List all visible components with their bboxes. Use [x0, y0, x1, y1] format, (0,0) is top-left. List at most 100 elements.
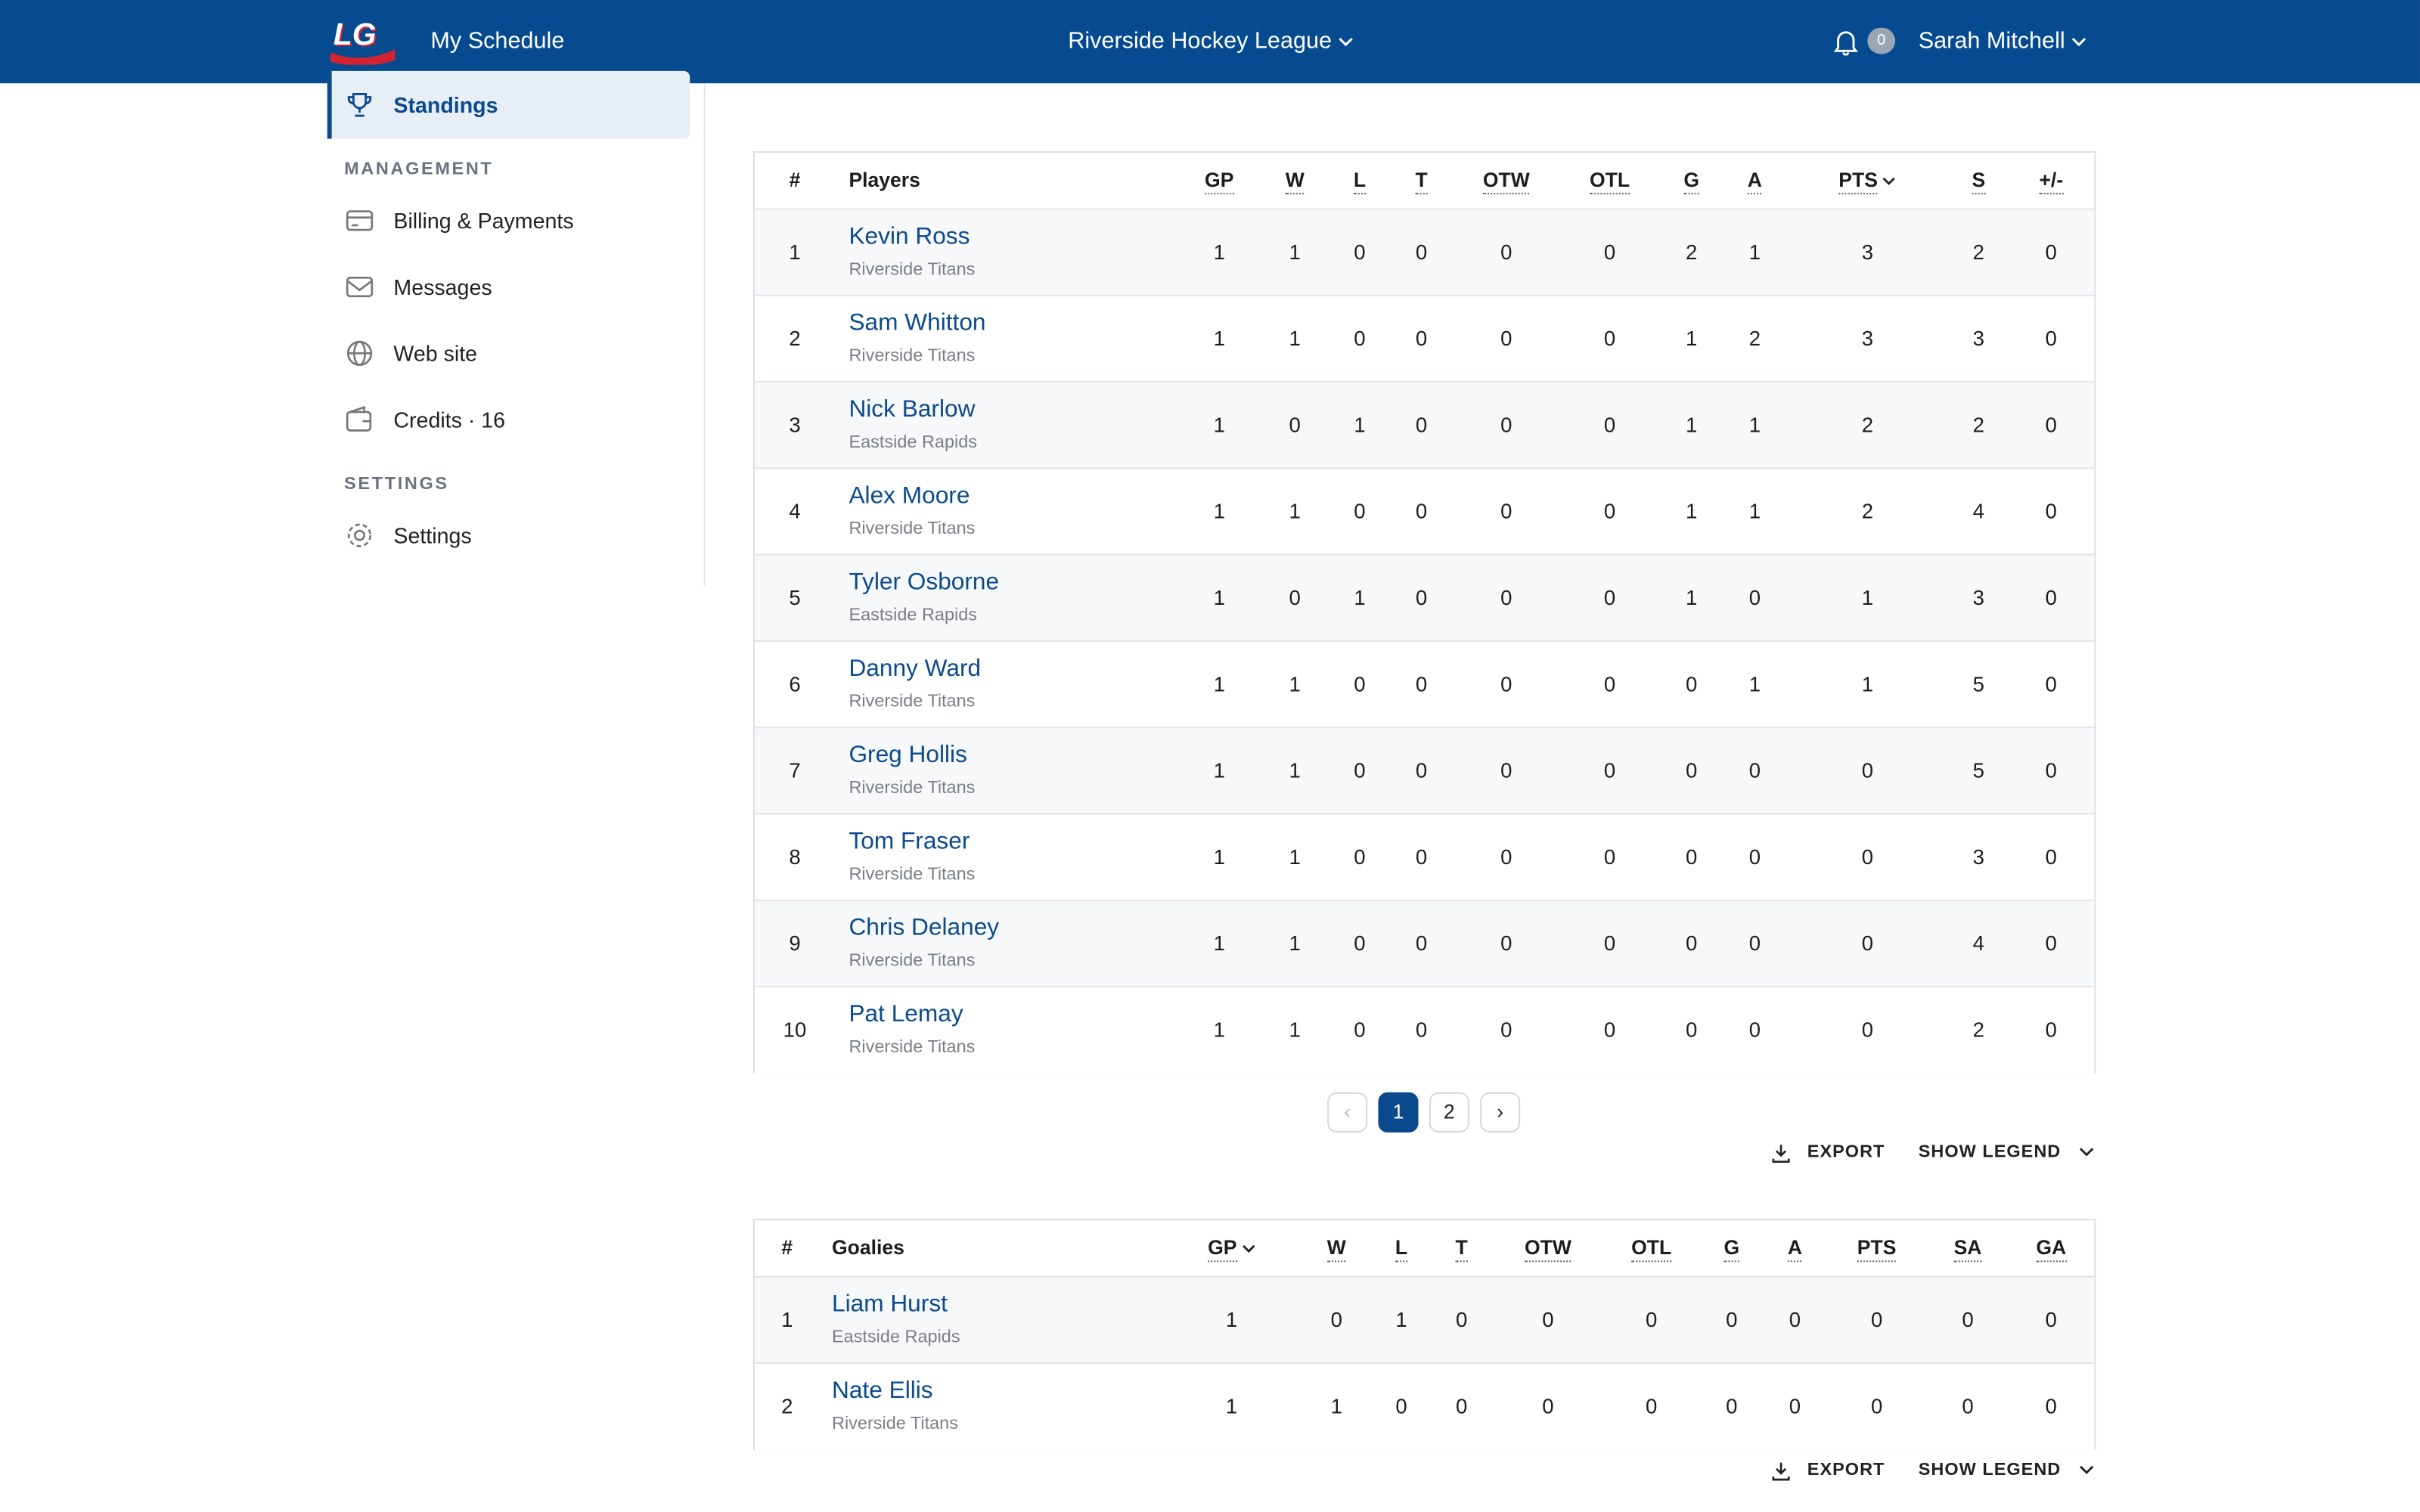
column-header[interactable]: S	[1972, 153, 1986, 208]
column-header[interactable]: L	[1395, 1220, 1408, 1275]
team-name: Eastside Rapids	[849, 433, 978, 452]
column-header[interactable]: +/-	[2039, 153, 2064, 208]
legend-button[interactable]: SHOW LEGEND	[1919, 1461, 2095, 1479]
column-header[interactable]: PTS	[1857, 1220, 1897, 1275]
page-next[interactable]: ›	[1480, 1092, 1521, 1132]
stat-cell: 0	[1603, 1018, 1616, 1042]
player-name[interactable]: Pat Lemay	[849, 1001, 963, 1028]
player-name[interactable]: Liam Hurst	[831, 1291, 948, 1318]
notification-badge: 0	[1867, 27, 1896, 54]
nav-item[interactable]: Messages	[393, 274, 492, 299]
player-name[interactable]: Greg Hollis	[849, 742, 967, 769]
stat-cell: 0	[1500, 672, 1512, 696]
column-header[interactable]: GA	[2036, 1220, 2067, 1275]
bell-icon[interactable]	[1833, 28, 1858, 56]
stat-cell: 0	[1542, 1394, 1554, 1418]
nav-active[interactable]	[327, 70, 690, 139]
column-header[interactable]: A	[1747, 153, 1762, 208]
stat-cell: 0	[1455, 1308, 1468, 1332]
column-header[interactable]: OTW	[1482, 153, 1530, 208]
player-name[interactable]: Tyler Osborne	[849, 569, 1000, 596]
stat-cell: 0	[1415, 931, 1428, 956]
nav-item[interactable]: Billing & Payments	[393, 208, 574, 234]
column-header[interactable]: W	[1285, 153, 1305, 208]
column-label: PTS	[1857, 1235, 1897, 1263]
stat-cell: 0	[1500, 500, 1512, 523]
league-selector[interactable]: Riverside Hockey League	[1068, 28, 1354, 54]
column-label: GP	[1208, 1235, 1237, 1263]
rank: 2	[789, 327, 801, 351]
stat-cell: 1	[1861, 586, 1874, 610]
rank: 6	[789, 672, 801, 696]
page-button[interactable]: 2	[1429, 1092, 1469, 1132]
column-header[interactable]: GP	[1208, 1220, 1255, 1275]
rank: 2	[781, 1394, 793, 1418]
column-header[interactable]: OTL	[1631, 1220, 1672, 1275]
column-header[interactable]: G	[1683, 153, 1700, 208]
column-header[interactable]: W	[1326, 1220, 1346, 1275]
stat-cell: 5	[1972, 759, 1984, 782]
legend-button[interactable]: SHOW LEGEND	[1919, 1143, 2095, 1162]
column-header[interactable]: OTW	[1524, 1220, 1571, 1275]
stat-cell: 3	[1861, 240, 1874, 264]
divider	[703, 83, 706, 587]
column-header[interactable]: SA	[1953, 1220, 1982, 1275]
column-header[interactable]: T	[1415, 153, 1428, 208]
logo[interactable]: LG	[327, 18, 399, 67]
standings-table: # Players GP W L T OTW OTL G A PTS S +/- 1 Kevin Ross R…	[752, 150, 2096, 1074]
app-title[interactable]: My Schedule	[430, 27, 565, 54]
stat-cell: 0	[2045, 586, 2057, 610]
download-icon	[1772, 1145, 1790, 1163]
column-header[interactable]: PTS	[1838, 153, 1896, 208]
stat-cell: 0	[1542, 1308, 1554, 1332]
stat-cell: 0	[1354, 500, 1366, 523]
chevron	[2072, 37, 2086, 47]
stat-cell: 0	[2045, 413, 2057, 437]
stat-cell: 0	[1603, 413, 1616, 437]
stat-cell: 0	[1962, 1394, 1974, 1418]
nav-item[interactable]: Web site	[393, 341, 478, 366]
column-label: G	[1723, 1235, 1739, 1263]
column-label: SA	[1953, 1235, 1982, 1263]
nav-item[interactable]: Standings	[393, 92, 498, 118]
column-label: OTL	[1590, 168, 1630, 195]
player-name[interactable]: Nate Ellis	[831, 1377, 933, 1405]
column-header[interactable]: T	[1455, 1220, 1468, 1275]
page-prev[interactable]: ‹	[1327, 1092, 1368, 1132]
column-header[interactable]: GP	[1205, 153, 1234, 208]
player-name[interactable]: Chris Delaney	[849, 915, 1000, 941]
gear-icon	[347, 523, 372, 547]
stat-cell: 4	[1972, 931, 1984, 956]
stat-cell: 0	[1603, 759, 1616, 782]
stat-cell: 0	[1748, 759, 1761, 782]
stat-cell: 0	[1415, 1018, 1428, 1042]
sort-icon	[1242, 1244, 1255, 1253]
player-name[interactable]: Kevin Ross	[849, 223, 970, 250]
stat-cell: 0	[1748, 845, 1761, 869]
player-name[interactable]: Sam Whitton	[849, 310, 986, 336]
player-name[interactable]: Nick Barlow	[849, 396, 976, 423]
team-name: Riverside Titans	[849, 779, 976, 798]
stat-cell: 0	[1415, 759, 1428, 782]
nav-item[interactable]: Settings	[393, 522, 472, 548]
user-menu[interactable]: Sarah Mitchell	[1919, 28, 2087, 54]
player-name[interactable]: Tom Fraser	[849, 828, 970, 855]
player-name[interactable]: Alex Moore	[849, 482, 970, 510]
player-name[interactable]: Danny Ward	[849, 655, 982, 683]
stat-cell: 1	[1748, 240, 1761, 264]
nav-item[interactable]: Credits · 16	[393, 407, 506, 432]
export-button[interactable]: EXPORT	[1807, 1143, 1885, 1162]
export-button[interactable]: EXPORT	[1807, 1461, 1885, 1480]
column-header[interactable]: A	[1787, 1220, 1803, 1275]
column-label: OTW	[1482, 168, 1530, 195]
stat-cell: 0	[1415, 327, 1428, 351]
stat-cell: 1	[1354, 413, 1366, 437]
user-name: Sarah Mitchell	[1918, 27, 2065, 54]
column-header[interactable]: L	[1353, 153, 1366, 208]
column-header[interactable]: G	[1723, 1220, 1739, 1275]
column-header[interactable]: OTL	[1590, 153, 1630, 208]
page-button[interactable]: 1	[1378, 1092, 1419, 1132]
column-label: A	[1787, 1235, 1803, 1263]
stat-cell: 2	[1972, 240, 1984, 264]
